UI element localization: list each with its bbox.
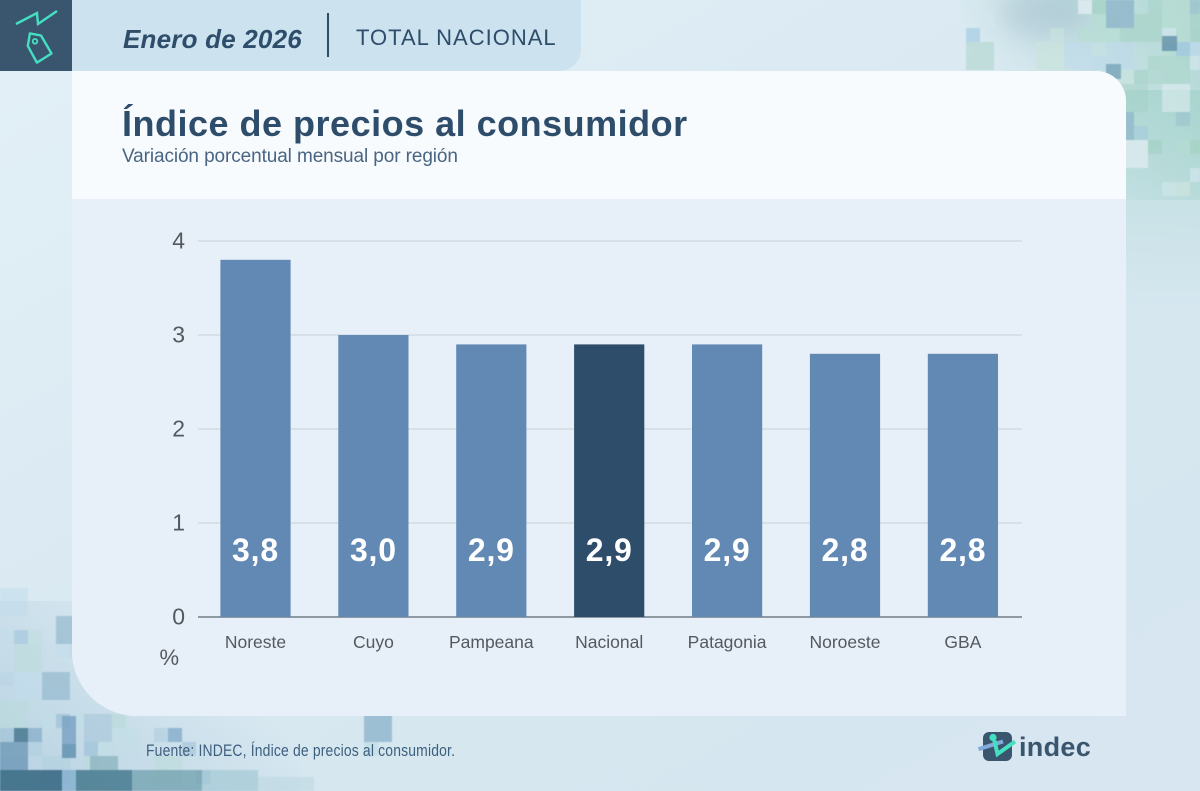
svg-text:Cuyo: Cuyo bbox=[353, 632, 394, 652]
svg-text:2,8: 2,8 bbox=[822, 532, 869, 568]
svg-text:0: 0 bbox=[172, 604, 185, 630]
svg-text:1: 1 bbox=[172, 510, 185, 536]
svg-text:4: 4 bbox=[172, 228, 185, 254]
svg-text:GBA: GBA bbox=[944, 632, 981, 652]
svg-text:Pampeana: Pampeana bbox=[449, 632, 534, 652]
svg-text:3: 3 bbox=[172, 322, 185, 348]
svg-text:2: 2 bbox=[172, 416, 185, 442]
svg-text:3,8: 3,8 bbox=[232, 532, 279, 568]
svg-text:2,8: 2,8 bbox=[939, 532, 986, 568]
svg-text:Noroeste: Noroeste bbox=[809, 632, 880, 652]
svg-text:2,9: 2,9 bbox=[468, 532, 515, 568]
svg-text:2,9: 2,9 bbox=[586, 532, 633, 568]
svg-text:%: % bbox=[159, 645, 179, 670]
svg-text:3,0: 3,0 bbox=[350, 532, 397, 568]
svg-text:Noreste: Noreste bbox=[225, 632, 286, 652]
svg-text:Patagonia: Patagonia bbox=[688, 632, 767, 652]
svg-text:Nacional: Nacional bbox=[575, 632, 643, 652]
svg-text:2,9: 2,9 bbox=[704, 532, 751, 568]
